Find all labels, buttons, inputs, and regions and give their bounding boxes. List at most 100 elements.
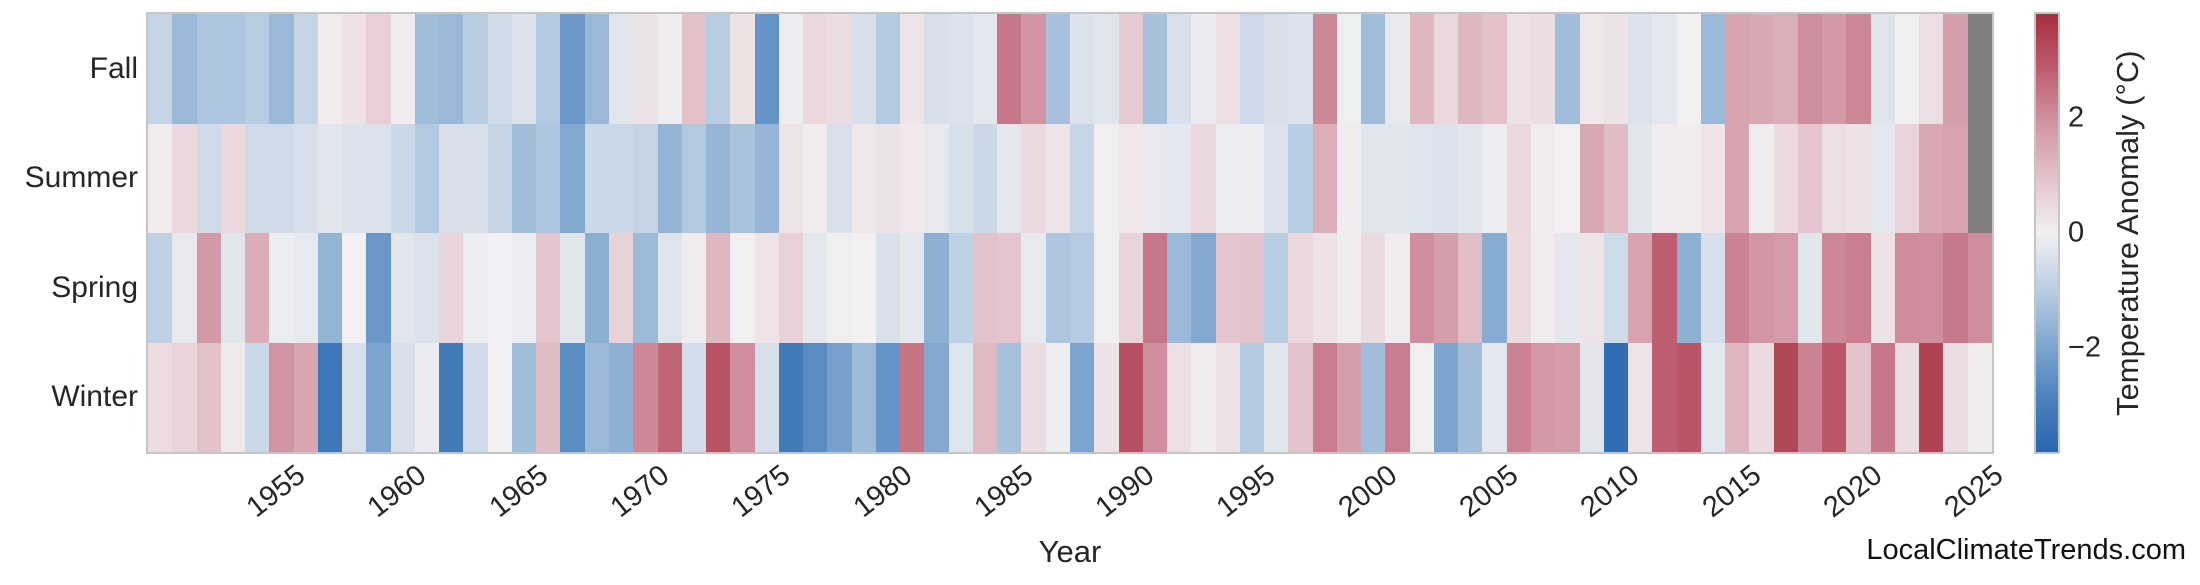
heatmap-cell-summer-1989 bbox=[1094, 123, 1119, 233]
heatmap-cell-spring-1998 bbox=[1312, 233, 1337, 343]
heatmap-cell-spring-2017 bbox=[1773, 233, 1798, 343]
heatmap-cell-spring-1955 bbox=[269, 233, 294, 343]
x-tick-label-1995: 1995 bbox=[1211, 459, 1282, 524]
heatmap-cell-summer-1950 bbox=[148, 123, 173, 233]
heatmap-cell-winter-1952 bbox=[196, 342, 221, 452]
heatmap-cell-spring-1997 bbox=[1288, 233, 1313, 343]
heatmap-cell-summer-1976 bbox=[778, 123, 804, 233]
heatmap-cell-spring-2000 bbox=[1361, 233, 1386, 343]
row-label-fall: Fall bbox=[89, 51, 138, 85]
heatmap-cell-summer-1983 bbox=[948, 123, 973, 233]
heatmap-cell-summer-2011 bbox=[1628, 123, 1653, 233]
heatmap-cell-winter-1978 bbox=[827, 342, 852, 452]
heatmap-cell-winter-1959 bbox=[366, 342, 391, 452]
heatmap-cell-winter-1988 bbox=[1070, 342, 1095, 452]
heatmap-cell-winter-1961 bbox=[414, 342, 440, 452]
heatmap-cell-winter-2008 bbox=[1555, 342, 1580, 452]
heatmap-cell-fall-1952 bbox=[196, 14, 221, 124]
heatmap-cell-fall-1967 bbox=[560, 14, 585, 124]
heatmap-cell-summer-2001 bbox=[1385, 123, 1410, 233]
heatmap-cell-spring-1954 bbox=[245, 233, 270, 343]
heatmap-cell-winter-1986 bbox=[1021, 342, 1046, 452]
heatmap-cell-summer-1981 bbox=[900, 123, 925, 233]
heatmap-cell-spring-1990 bbox=[1118, 233, 1143, 343]
heatmap-cell-summer-2010 bbox=[1603, 123, 1629, 233]
heatmap-cell-fall-2012 bbox=[1652, 14, 1677, 124]
heatmap-cell-summer-1986 bbox=[1021, 123, 1046, 233]
heatmap-cell-summer-2022 bbox=[1894, 123, 1920, 233]
heatmap-cell-spring-2009 bbox=[1579, 233, 1604, 343]
heatmap-cell-fall-2013 bbox=[1676, 14, 1701, 124]
heatmap-cell-spring-1965 bbox=[511, 233, 537, 343]
heatmap-cell-fall-2002 bbox=[1409, 14, 1434, 124]
heatmap-cell-spring-1959 bbox=[366, 233, 391, 343]
heatmap-cell-fall-1956 bbox=[293, 14, 318, 124]
heatmap-cell-spring-1981 bbox=[900, 233, 925, 343]
heatmap-cell-winter-1973 bbox=[706, 342, 731, 452]
heatmap-cell-winter-1987 bbox=[1045, 342, 1070, 452]
heatmap-cell-fall-2017 bbox=[1773, 14, 1798, 124]
heatmap-cell-fall-1979 bbox=[851, 14, 876, 124]
heatmap-cell-spring-2010 bbox=[1603, 233, 1629, 343]
heatmap-cell-spring-1973 bbox=[706, 233, 731, 343]
heatmap-cell-winter-1979 bbox=[851, 342, 876, 452]
heatmap-cell-fall-2014 bbox=[1700, 14, 1726, 124]
heatmap-cell-winter-2023 bbox=[1919, 342, 1944, 452]
heatmap-cell-winter-1972 bbox=[681, 342, 707, 452]
heatmap-cell-fall-1990 bbox=[1118, 14, 1143, 124]
heatmap-cell-winter-1997 bbox=[1288, 342, 1313, 452]
heatmap-cell-summer-2017 bbox=[1773, 123, 1798, 233]
heatmap-cell-spring-2012 bbox=[1652, 233, 1677, 343]
heatmap-cell-summer-2025 bbox=[1967, 123, 1992, 233]
heatmap-cell-winter-1983 bbox=[948, 342, 973, 452]
heatmap-cell-winter-1992 bbox=[1167, 342, 1192, 452]
x-tick-label-1985: 1985 bbox=[968, 459, 1040, 524]
heatmap-cell-summer-1955 bbox=[269, 123, 294, 233]
heatmap-cell-summer-1980 bbox=[875, 123, 901, 233]
heatmap-cell-winter-2011 bbox=[1628, 342, 1653, 452]
heatmap-cell-fall-1957 bbox=[317, 14, 343, 124]
x-tick-label-2000: 2000 bbox=[1332, 459, 1403, 524]
heatmap-cell-fall-1993 bbox=[1191, 14, 1216, 124]
heatmap-cell-winter-2018 bbox=[1797, 342, 1823, 452]
heatmap-cell-summer-1977 bbox=[803, 123, 828, 233]
heatmap-cell-winter-1974 bbox=[730, 342, 755, 452]
heatmap-cell-fall-1984 bbox=[972, 14, 998, 124]
heatmap-cell-winter-2004 bbox=[1458, 342, 1483, 452]
heatmap-cell-spring-1969 bbox=[609, 233, 634, 343]
heatmap-cell-fall-1962 bbox=[439, 14, 464, 124]
heatmap-cell-winter-1998 bbox=[1312, 342, 1337, 452]
heatmap-cell-summer-1952 bbox=[196, 123, 221, 233]
colorbar-tick-2: 2 bbox=[2068, 101, 2085, 134]
heatmap-cell-winter-2001 bbox=[1385, 342, 1410, 452]
heatmap-cell-summer-1992 bbox=[1167, 123, 1192, 233]
heatmap-cell-winter-1956 bbox=[293, 342, 318, 452]
heatmap-cell-winter-2015 bbox=[1725, 342, 1750, 452]
heatmap-cell-winter-1993 bbox=[1191, 342, 1216, 452]
heatmap-cell-spring-1983 bbox=[948, 233, 973, 343]
heatmap-cell-fall-1978 bbox=[827, 14, 852, 124]
heatmap-cell-winter-1965 bbox=[511, 342, 537, 452]
heatmap-cell-fall-2015 bbox=[1725, 14, 1750, 124]
heatmap-cell-spring-2004 bbox=[1458, 233, 1483, 343]
heatmap-cell-summer-1961 bbox=[414, 123, 440, 233]
heatmap-cell-fall-1991 bbox=[1142, 14, 1168, 124]
heatmap-cell-summer-1996 bbox=[1264, 123, 1289, 233]
heatmap-cell-winter-2022 bbox=[1894, 342, 1920, 452]
heatmap-cell-winter-2009 bbox=[1579, 342, 1604, 452]
heatmap-cell-winter-2007 bbox=[1531, 342, 1556, 452]
heatmap-cell-spring-1971 bbox=[657, 233, 682, 343]
heatmap-cell-fall-1955 bbox=[269, 14, 294, 124]
heatmap-cell-summer-1954 bbox=[245, 123, 270, 233]
x-tick-label-2020: 2020 bbox=[1817, 459, 1889, 524]
heatmap-cell-summer-2000 bbox=[1361, 123, 1386, 233]
heatmap-cell-summer-1959 bbox=[366, 123, 391, 233]
heatmap-cell-summer-1991 bbox=[1142, 123, 1168, 233]
heatmap-cell-fall-1963 bbox=[463, 14, 488, 124]
x-tick-label-1980: 1980 bbox=[847, 459, 918, 524]
x-tick-label-1970: 1970 bbox=[604, 459, 676, 524]
heatmap-cell-winter-2003 bbox=[1433, 342, 1459, 452]
heatmap-cell-fall-1950 bbox=[148, 14, 173, 124]
heatmap-cell-winter-1967 bbox=[560, 342, 585, 452]
heatmap-cell-summer-1978 bbox=[827, 123, 852, 233]
